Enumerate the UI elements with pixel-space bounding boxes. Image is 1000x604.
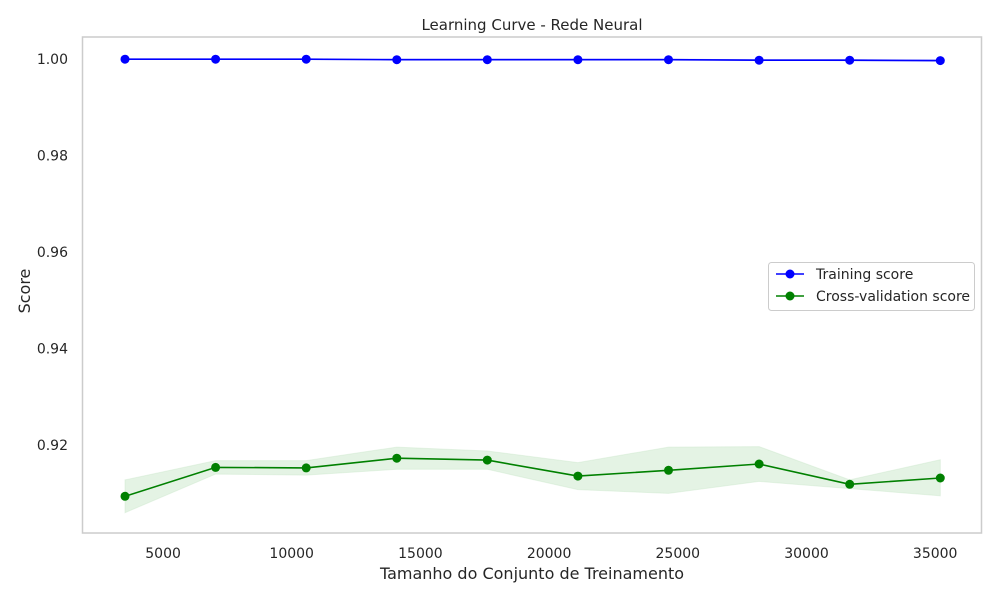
cv-score-point [664, 465, 673, 475]
training-score-point [120, 54, 130, 64]
x-tick-label: 10000 [269, 546, 314, 562]
y-axis-label: Score [15, 269, 34, 314]
chart-title: Learning Curve - Rede Neural [421, 16, 642, 34]
cv-score-point [120, 491, 130, 501]
cv-score-line [124, 457, 941, 498]
training-score-line [125, 58, 941, 62]
cv-score-point [301, 463, 311, 473]
cv-std-band [124, 446, 941, 514]
y-tick-label: 0.98 [37, 149, 68, 165]
training-score-point [845, 55, 855, 65]
training-score-point [754, 55, 764, 65]
x-tick-label: 25000 [656, 546, 701, 562]
legend-cv-marker [785, 291, 795, 301]
training-score-point [573, 55, 583, 65]
lines-layer [124, 58, 941, 498]
legend-cv-label: Cross-validation score [816, 289, 970, 305]
training-score-point [392, 55, 402, 65]
cv-score-point [482, 455, 492, 465]
y-tick-label: 0.96 [37, 245, 68, 261]
y-tick-label: 1.00 [37, 52, 68, 68]
training-score-point [482, 55, 492, 65]
y-tick-label: 0.94 [37, 342, 68, 358]
x-tick-label: 20000 [527, 546, 572, 562]
cv-score-point [211, 462, 221, 472]
legend: Training score Cross-validation score [768, 262, 975, 311]
legend-training-label: Training score [815, 267, 913, 283]
cv-score-point [935, 473, 945, 483]
legend-training-marker [785, 269, 795, 279]
x-tick-label: 30000 [784, 546, 829, 562]
x-tick-labels: 5000 10000 15000 20000 25000 30000 35000 [145, 546, 957, 562]
y-tick-labels: 0.92 0.94 0.96 0.98 1.00 [37, 52, 68, 454]
x-tick-label: 5000 [145, 546, 181, 562]
x-tick-label: 35000 [913, 546, 958, 562]
cv-score-point [392, 453, 402, 463]
training-score-point [301, 54, 311, 64]
points-layer [120, 54, 945, 501]
cv-score-point [845, 479, 855, 489]
cv-score-point [573, 471, 583, 481]
training-score-point [935, 56, 945, 66]
training-score-point [211, 54, 221, 64]
x-tick-label: 15000 [398, 546, 443, 562]
y-tick-label: 0.92 [37, 438, 68, 454]
legend-box [768, 262, 975, 311]
cv-score-point [754, 459, 764, 469]
x-axis-label: Tamanho do Conjunto de Treinamento [379, 564, 684, 583]
training-score-point [664, 55, 673, 65]
